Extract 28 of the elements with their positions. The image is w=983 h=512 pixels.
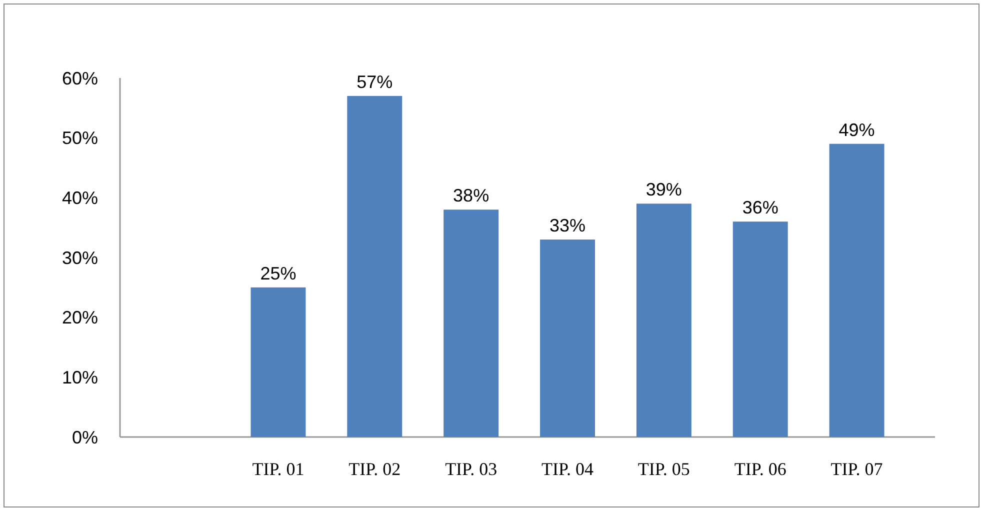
x-tick-label: TIP. 07 [830, 459, 883, 479]
bar [444, 210, 499, 437]
data-label: 57% [356, 72, 393, 92]
bar [636, 204, 692, 437]
x-tick-label: TIP. 01 [252, 459, 304, 479]
x-tick-label: TIP. 04 [541, 459, 594, 479]
y-tick-label: 0% [72, 427, 98, 448]
y-tick-label: 50% [62, 128, 98, 148]
bar [732, 222, 788, 437]
x-tick-label: TIP. 03 [445, 459, 498, 479]
bar [347, 96, 402, 437]
bar [829, 144, 884, 437]
data-label: 38% [453, 186, 490, 206]
data-label: 36% [742, 198, 778, 218]
y-tick-label: 60% [62, 68, 98, 88]
bar [540, 240, 595, 437]
y-tick-label: 40% [62, 188, 98, 208]
data-label: 49% [838, 120, 875, 140]
bar [250, 287, 306, 437]
y-tick-label: 10% [62, 367, 98, 388]
data-label: 33% [549, 216, 586, 236]
x-tick-label: TIP. 02 [348, 459, 401, 479]
y-tick-label: 20% [62, 308, 98, 328]
y-tick-label: 30% [62, 248, 98, 268]
x-tick-label: TIP. 05 [638, 459, 690, 479]
data-label: 39% [646, 180, 682, 200]
x-tick-label: TIP. 06 [734, 459, 786, 479]
data-label: 25% [260, 263, 296, 284]
